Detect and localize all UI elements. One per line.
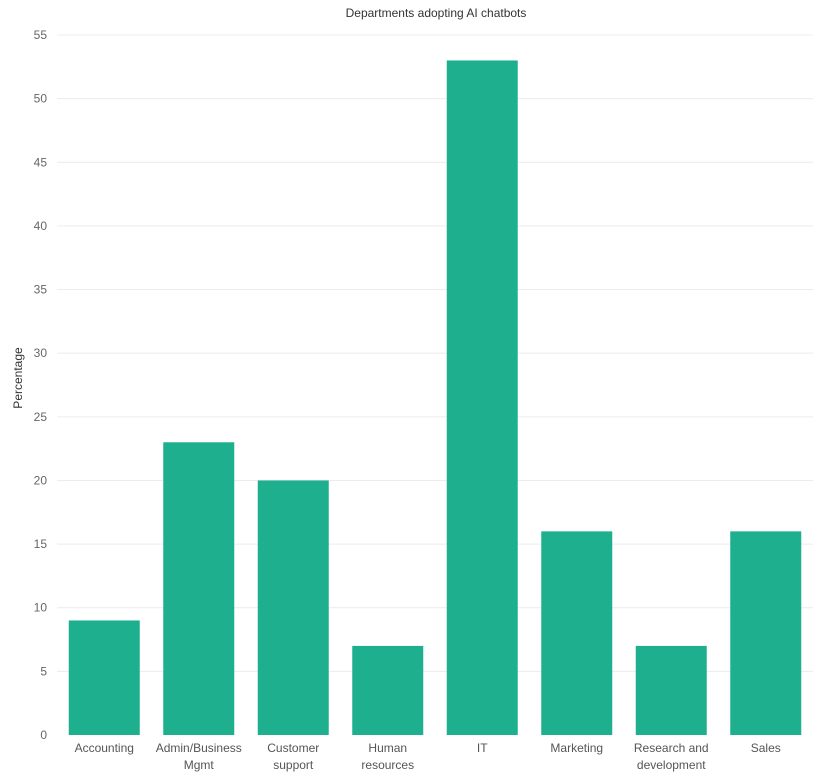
bar <box>257 480 329 735</box>
y-tick-label: 35 <box>34 283 48 297</box>
x-tick-label-line: Accounting <box>75 741 134 755</box>
x-tick-label-line: Sales <box>751 741 781 755</box>
bar <box>352 645 424 735</box>
bar <box>730 531 802 735</box>
y-tick-label: 30 <box>34 346 48 360</box>
x-tick-label: Sales <box>751 741 781 755</box>
x-tick-label-line: Research and <box>634 741 709 755</box>
y-tick-label: 20 <box>34 473 48 487</box>
x-tick-label-line: Admin/Business <box>156 741 242 755</box>
x-axis-ticks: Accounting Admin/Business Mgmt Customer supp… <box>75 741 781 772</box>
bar <box>446 60 518 736</box>
x-tick-label-line: support <box>273 758 314 772</box>
y-axis-label: Percentage <box>11 347 25 409</box>
x-tick-label: IT <box>477 741 488 755</box>
y-tick-label: 25 <box>34 410 48 424</box>
y-tick-label: 50 <box>34 92 48 106</box>
x-tick-label: Accounting <box>75 741 134 755</box>
y-tick-label: 0 <box>40 728 47 742</box>
y-tick-label: 5 <box>40 664 47 678</box>
x-tick-label: Admin/Business Mgmt <box>156 741 242 772</box>
x-tick-label-line: Marketing <box>550 741 603 755</box>
bar <box>541 531 613 735</box>
y-axis-ticks: 0 5 10 15 20 25 30 35 40 45 50 55 <box>34 28 48 742</box>
chart-title: Departments adopting AI chatbots <box>346 6 527 20</box>
x-tick-label: Research and development <box>634 741 709 772</box>
y-tick-label: 10 <box>34 601 48 615</box>
x-tick-label-line: Customer <box>267 741 319 755</box>
x-tick-label-line: IT <box>477 741 488 755</box>
y-tick-label: 40 <box>34 219 48 233</box>
x-tick-label: Marketing <box>550 741 603 755</box>
x-tick-label: Human resources <box>361 741 414 772</box>
x-tick-label: Customer support <box>267 741 319 772</box>
bar <box>635 645 707 735</box>
y-tick-label: 55 <box>34 28 48 42</box>
bars <box>68 60 802 736</box>
y-tick-label: 45 <box>34 155 48 169</box>
bar <box>68 620 140 735</box>
bar <box>163 442 235 735</box>
y-tick-label: 15 <box>34 537 48 551</box>
x-tick-label-line: Human <box>368 741 407 755</box>
x-tick-label-line: resources <box>361 758 414 772</box>
x-tick-label-line: development <box>637 758 706 772</box>
x-tick-label-line: Mgmt <box>184 758 215 772</box>
